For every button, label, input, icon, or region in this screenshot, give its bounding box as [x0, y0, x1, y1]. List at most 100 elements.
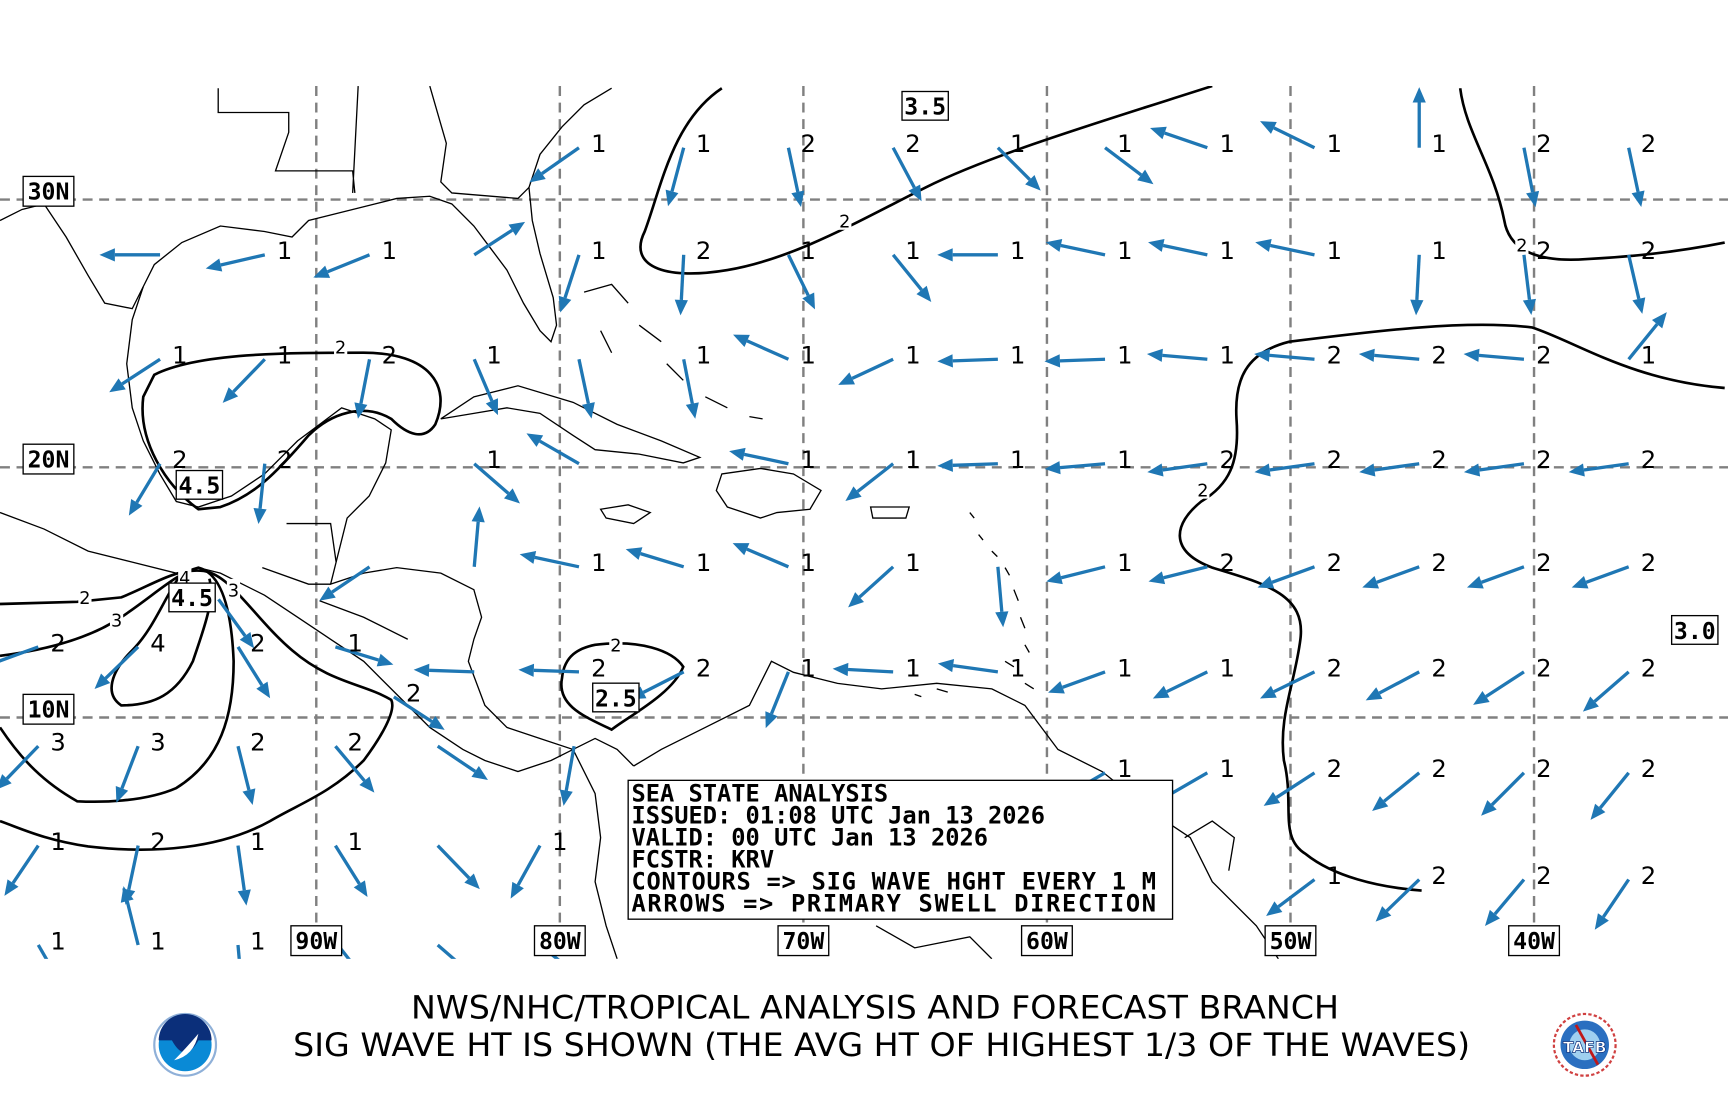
arrowhead: [1365, 687, 1383, 701]
swell-arrow: [786, 147, 805, 208]
wave-height-label: 2: [1641, 236, 1656, 265]
arrowhead: [1257, 576, 1275, 589]
wave-height-label: 1: [1431, 129, 1446, 158]
arrowhead: [109, 378, 126, 393]
wave-height-label: 4: [150, 628, 165, 657]
wave-height-label: 1: [277, 341, 292, 370]
bahamas: [583, 283, 763, 420]
coastlines: [0, 86, 1279, 959]
contour-line: [639, 86, 1213, 275]
arrowhead: [1260, 121, 1277, 134]
info-line-forecaster: FCSTR: KRV: [631, 845, 774, 873]
swell-arrow: [1146, 348, 1208, 362]
arrowhead: [832, 662, 849, 677]
wave-height-label: 1: [1327, 861, 1342, 890]
contour-max-box: [168, 582, 216, 613]
swell-arrow: [354, 358, 372, 419]
arrowhead: [253, 507, 267, 525]
swell-arrow: [733, 334, 790, 361]
arrowhead: [1484, 909, 1500, 926]
swell-arrow: [845, 462, 895, 502]
wave-height-label: 1: [905, 341, 920, 370]
swell-arrow: [1254, 348, 1315, 362]
swell-arrow: [334, 844, 368, 897]
wave-height-label: 1: [591, 129, 606, 158]
swell-arrow: [1048, 670, 1106, 694]
swell-arrow: [1045, 238, 1106, 257]
arrowhead: [222, 387, 239, 403]
swell-arrows: [0, 87, 1667, 959]
arrowhead: [504, 488, 520, 504]
arrowhead: [485, 398, 498, 416]
south-america-coast: [633, 660, 1279, 959]
info-line-valid: VALID: 00 UTC Jan 13 2026: [631, 823, 988, 851]
arrowhead: [413, 663, 430, 677]
swell-arrow: [577, 358, 595, 419]
swell-arrow: [526, 433, 580, 466]
arrowhead: [242, 788, 256, 805]
arrowhead: [1651, 312, 1667, 329]
swell-arrow: [0, 745, 40, 789]
arrowhead: [581, 402, 595, 419]
arrowhead: [471, 765, 488, 781]
arrowhead: [1590, 803, 1606, 820]
wave-height-label: 1: [905, 236, 920, 265]
wave-height-label: 2: [1536, 341, 1551, 370]
arrowhead: [526, 433, 544, 447]
swell-arrow: [937, 659, 999, 674]
longitude-label: 90W: [295, 929, 337, 955]
swell-arrow: [1148, 565, 1208, 585]
wave-height-label: 1: [1219, 129, 1234, 158]
swell-arrow: [1627, 312, 1667, 361]
arrowhead: [937, 354, 953, 368]
swell-arrow: [1359, 462, 1420, 477]
swell-arrow: [392, 695, 445, 730]
swell-arrow: [732, 543, 790, 569]
wave-height-label: 2: [1536, 236, 1551, 265]
arrowhead: [1044, 354, 1061, 368]
arrowhead: [354, 402, 368, 419]
arrowhead: [1481, 800, 1497, 816]
wave-height-label: 2: [801, 129, 816, 158]
swell-arrow: [1152, 670, 1209, 699]
arrowhead: [1148, 571, 1166, 585]
wave-height-label: 1: [1219, 236, 1234, 265]
contour-value-label: 2: [1197, 481, 1208, 501]
arrowhead: [908, 184, 922, 202]
arrowhead: [120, 886, 134, 903]
wave-height-label: 2: [1641, 445, 1656, 474]
swell-arrow: [1358, 348, 1420, 362]
longitude-label: 50W: [1270, 929, 1312, 955]
footer-title-line2: SIG WAVE HT IS SHOWN (THE AVG HT OF HIGH…: [293, 1026, 1470, 1064]
swell-arrow: [253, 463, 267, 525]
contour-max-box: [175, 469, 224, 500]
swell-arrow: [995, 566, 1009, 628]
wave-height-label: 2: [1641, 653, 1656, 682]
swell-arrow: [115, 745, 140, 803]
swell-arrow: [1150, 126, 1208, 150]
wave-height-label: 1: [905, 445, 920, 474]
swell-arrow: [558, 254, 581, 313]
swell-arrow: [1375, 878, 1421, 922]
longitude-label: 80W: [539, 929, 581, 955]
swell-arrow: [1463, 348, 1525, 362]
wave-height-label: 1: [277, 236, 292, 265]
swell-arrow: [205, 253, 266, 272]
wave-height-label: 1: [801, 548, 816, 577]
swell-arrow: [937, 248, 998, 262]
wave-height-label: 2: [250, 728, 265, 757]
arrowhead: [428, 715, 445, 730]
swell-arrow: [665, 147, 686, 207]
wave-height-label: 2: [382, 341, 397, 370]
wave-height-label: 2: [1327, 445, 1342, 474]
longitude-label: 70W: [782, 929, 824, 955]
wave-height-label: 2: [696, 653, 711, 682]
swell-arrow: [765, 671, 790, 729]
arrowhead: [1522, 298, 1537, 316]
wave-height-label: 2: [696, 236, 711, 265]
swell-arrow: [1044, 461, 1106, 475]
arrowhead: [1568, 463, 1585, 477]
swell-arrow: [1568, 462, 1629, 477]
wave-height-label: 2: [1327, 754, 1342, 783]
